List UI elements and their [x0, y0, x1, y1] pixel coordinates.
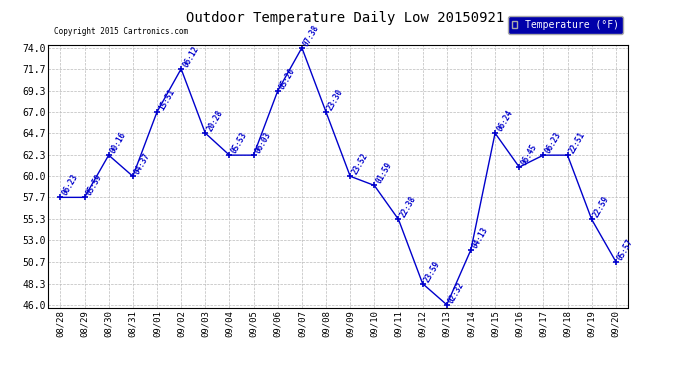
Text: 20:28: 20:28	[206, 109, 225, 133]
Text: 06:23: 06:23	[544, 130, 563, 155]
Text: 06:12: 06:12	[181, 44, 201, 69]
Text: 23:52: 23:52	[350, 152, 370, 176]
Text: Copyright 2015 Cartronics.com: Copyright 2015 Cartronics.com	[54, 27, 188, 36]
Text: 06:24: 06:24	[495, 109, 515, 133]
Text: 02:32: 02:32	[447, 280, 466, 305]
Text: 23:59: 23:59	[422, 259, 442, 284]
Text: 04:37: 04:37	[132, 152, 152, 176]
Text: 05:20: 05:20	[277, 66, 297, 91]
Text: 00:16: 00:16	[109, 130, 128, 155]
Text: 05:53: 05:53	[229, 130, 249, 155]
Text: 22:38: 22:38	[398, 195, 418, 219]
Text: Outdoor Temperature Daily Low 20150921: Outdoor Temperature Daily Low 20150921	[186, 11, 504, 25]
Legend: Temperature (°F): Temperature (°F)	[508, 16, 623, 33]
Text: 22:51: 22:51	[567, 130, 587, 155]
Text: 05:59: 05:59	[85, 173, 104, 197]
Text: 15:51: 15:51	[157, 87, 177, 112]
Text: 06:45: 06:45	[519, 142, 539, 167]
Text: 07:38: 07:38	[302, 23, 322, 48]
Text: 05:57: 05:57	[615, 237, 635, 262]
Text: 22:59: 22:59	[591, 195, 611, 219]
Text: 01:59: 01:59	[374, 161, 394, 185]
Text: 06:03: 06:03	[254, 130, 273, 155]
Text: 06:23: 06:23	[61, 173, 80, 197]
Text: 23:30: 23:30	[326, 87, 346, 112]
Text: 04:13: 04:13	[471, 225, 491, 250]
